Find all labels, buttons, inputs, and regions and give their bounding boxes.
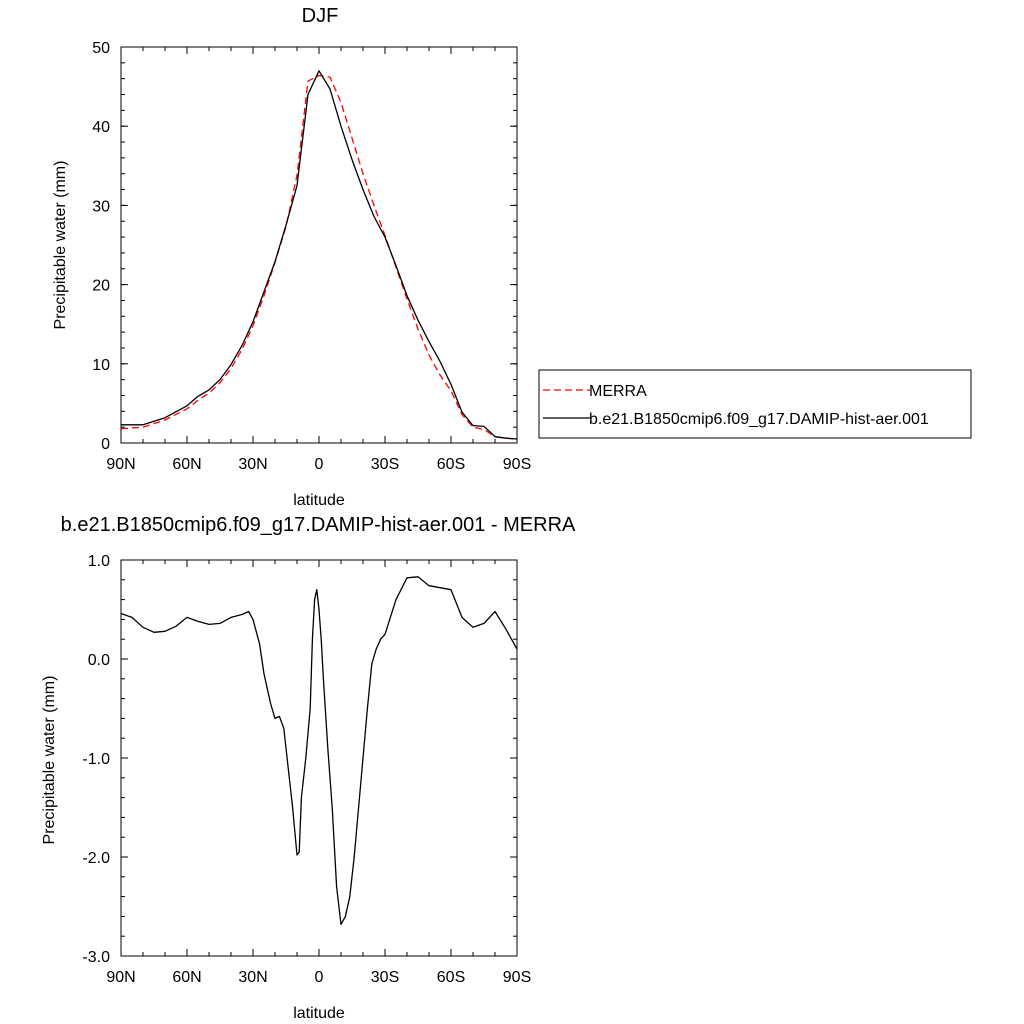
panel-difference-ylabel: Precipitable water (mm) [41,676,58,845]
panel-djf-frame [120,46,518,444]
diff-ytick-label: -1.0 [82,751,110,768]
djf-ytick-label: 30 [92,198,110,215]
djf-ytick-label: 50 [92,40,110,57]
panel-djf: DJF 90N 60N 30N 0 30S 60S 90S 0 10 20 30 40 50 latit… [52,5,531,509]
diff-xtick-label: 0 [315,969,324,986]
legend-box [538,369,972,439]
djf-series-1-line [121,70,518,440]
panel-djf-plot-area [120,70,518,440]
diff-xtick-label: 60N [172,969,201,986]
panel-difference: b.e21.B1850cmip6.f09_g17.DAMIP-hist-aer.… [41,514,576,1022]
diff-xtick-label: 90N [106,969,135,986]
djf-ytick-label: 10 [92,357,110,374]
djf-xtick-label: 30N [238,456,267,473]
djf-xtick-label: 0 [315,456,324,473]
djf-ytick-label: 0 [101,436,110,453]
djf-series-0-line [120,74,518,440]
diff-xtick-label: 90S [503,969,531,986]
diff-series-0-line [120,576,518,925]
panel-djf-title: DJF [302,5,339,27]
djf-ytick-label: 40 [92,119,110,136]
panel-difference-xlabel: latitude [293,1005,345,1022]
diff-ytick-label: 1.0 [88,553,110,570]
panel-djf-xlabel: latitude [293,492,345,509]
diff-ytick-label: -3.0 [82,949,110,966]
diff-xtick-label: 30N [238,969,267,986]
djf-xtick-label: 90N [106,456,135,473]
panel-difference-plot-area [120,576,518,925]
legend-merra-label: MERRA [589,383,647,400]
djf-xtick-label: 60S [437,456,465,473]
panel-difference-title: b.e21.B1850cmip6.f09_g17.DAMIP-hist-aer.… [61,514,576,536]
legend: MERRA b.e21.B1850cmip6.f09_g17.DAMIP-his… [538,369,972,439]
panel-difference-ticks: 90N 60N 30N 0 30S 60S 90S 1.0 0.0 -1.0 -2.0 -3.0 [82,553,531,986]
diff-ytick-label: -2.0 [82,850,110,867]
diff-ytick-label: 0.0 [88,652,110,669]
panel-difference-frame [120,559,518,957]
djf-xtick-label: 90S [503,456,531,473]
legend-model-label: b.e21.B1850cmip6.f09_g17.DAMIP-hist-aer.… [589,411,929,428]
djf-xtick-label: 30S [371,456,399,473]
diff-xtick-label: 30S [371,969,399,986]
diff-xtick-label: 60S [437,969,465,986]
djf-xtick-label: 60N [172,456,201,473]
panel-djf-ylabel: Precipitable water (mm) [52,161,69,330]
panel-djf-ticks: 90N 60N 30N 0 30S 60S 90S 0 10 20 30 40 50 [92,40,531,473]
djf-ytick-label: 20 [92,278,110,295]
